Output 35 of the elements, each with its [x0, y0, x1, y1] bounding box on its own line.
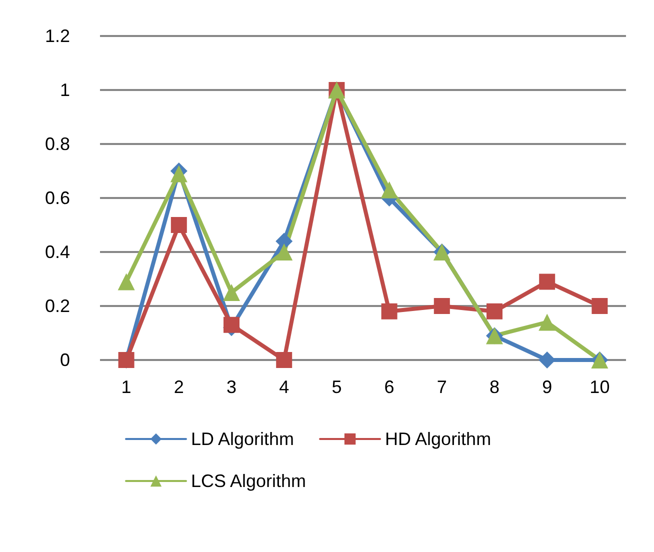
point: [118, 273, 135, 290]
y-tick-label: 0.8: [44, 134, 70, 154]
x-tick-label: 10: [590, 377, 610, 397]
x-tick-label: 9: [542, 377, 552, 397]
point: [223, 284, 240, 301]
x-tick-label: 2: [174, 377, 184, 397]
point: [380, 181, 398, 198]
point: [276, 352, 292, 368]
y-tick-label: 1.2: [44, 26, 70, 46]
y-tick-label: 0: [60, 350, 70, 370]
x-tick-label: 8: [489, 377, 500, 397]
point: [486, 303, 502, 320]
point: [434, 298, 450, 314]
point: [592, 298, 608, 314]
legend-label: LD Algorithm: [191, 429, 294, 449]
y-tick-label: 1: [60, 80, 70, 100]
x-tick-label: 4: [279, 377, 290, 397]
point: [538, 314, 556, 331]
y-tick-label: 0.2: [44, 296, 70, 316]
point: [276, 244, 293, 260]
y-tick-label: 0.4: [44, 242, 70, 262]
x-tick-label: 3: [226, 377, 237, 397]
point: [170, 165, 188, 182]
x-tick-label: 6: [384, 377, 394, 397]
legend-label: HD Algorithm: [385, 429, 492, 449]
x-tick-label: 5: [332, 377, 342, 397]
point: [539, 274, 556, 290]
point: [224, 316, 240, 333]
x-tick-label: 1: [121, 377, 132, 397]
point: [170, 217, 187, 233]
point: [276, 232, 293, 250]
point: [381, 303, 398, 320]
y-tick-label: 0.6: [44, 188, 70, 208]
x-tick-label: 7: [436, 377, 447, 397]
legend-label: LCS Algorithm: [191, 471, 306, 491]
